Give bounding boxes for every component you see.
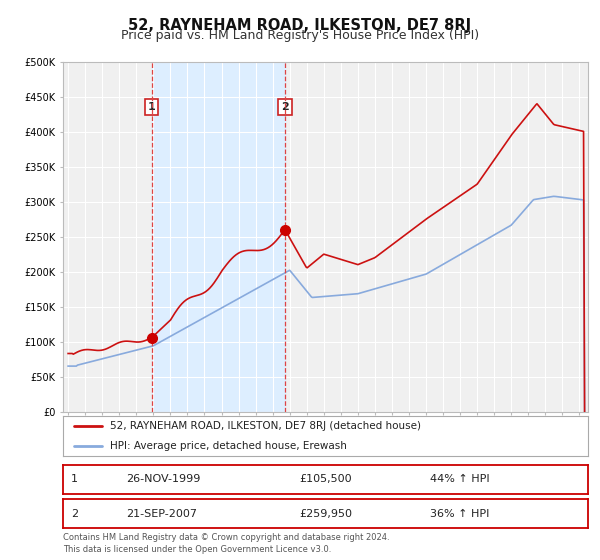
Text: 2: 2 — [71, 508, 78, 519]
Text: £259,950: £259,950 — [299, 508, 352, 519]
Text: 1: 1 — [71, 474, 78, 484]
Text: 52, RAYNEHAM ROAD, ILKESTON, DE7 8RJ (detached house): 52, RAYNEHAM ROAD, ILKESTON, DE7 8RJ (de… — [110, 421, 421, 431]
Text: 36% ↑ HPI: 36% ↑ HPI — [431, 508, 490, 519]
Text: 2: 2 — [281, 102, 289, 112]
Text: 1: 1 — [148, 102, 155, 112]
Text: 52, RAYNEHAM ROAD, ILKESTON, DE7 8RJ: 52, RAYNEHAM ROAD, ILKESTON, DE7 8RJ — [128, 18, 472, 33]
Bar — [152, 62, 285, 412]
Text: HPI: Average price, detached house, Erewash: HPI: Average price, detached house, Erew… — [110, 441, 347, 451]
Text: Contains HM Land Registry data © Crown copyright and database right 2024.
This d: Contains HM Land Registry data © Crown c… — [63, 533, 389, 554]
Text: £105,500: £105,500 — [299, 474, 352, 484]
Text: 44% ↑ HPI: 44% ↑ HPI — [431, 474, 490, 484]
Text: Price paid vs. HM Land Registry's House Price Index (HPI): Price paid vs. HM Land Registry's House … — [121, 29, 479, 42]
Text: 21-SEP-2007: 21-SEP-2007 — [126, 508, 197, 519]
Text: 26-NOV-1999: 26-NOV-1999 — [126, 474, 200, 484]
